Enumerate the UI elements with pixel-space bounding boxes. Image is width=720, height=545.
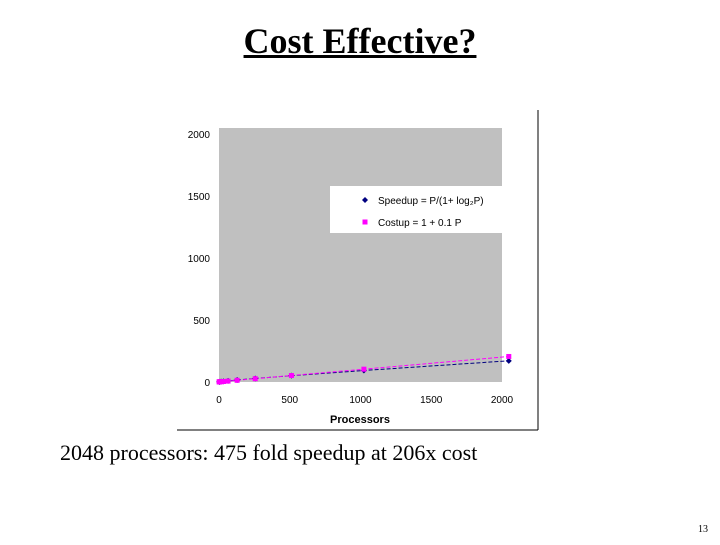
- slide-caption: 2048 processors: 475 fold speedup at 206…: [60, 440, 478, 465]
- y-tick-label: 1000: [188, 254, 211, 265]
- x-tick-label: 500: [281, 395, 298, 406]
- costup-point: [234, 377, 240, 383]
- slide-title: Cost Effective?: [0, 20, 720, 62]
- x-tick-label: 0: [216, 395, 222, 406]
- data-points: [216, 353, 512, 385]
- y-tick-label: 2000: [188, 130, 211, 141]
- slide-number: 13: [698, 524, 708, 535]
- costup-point: [361, 366, 367, 372]
- y-tick-label: 1500: [188, 192, 211, 203]
- legend-items: Speedup = P/(1+ log₂P) Costup = 1 + 0.1 P: [362, 196, 484, 229]
- plot-area: [219, 128, 502, 382]
- legend-marker-costup: [362, 219, 368, 225]
- ticks: 0 500 1000 1500 2000 0 500 1000 1500 2000: [188, 130, 514, 406]
- legend: Speedup = P/(1+ log₂P) Costup = 1 + 0.1 P: [330, 186, 502, 233]
- costup-point: [225, 378, 231, 384]
- legend-label: Speedup = P/(1+ log₂P): [378, 196, 484, 207]
- costup-point: [288, 373, 294, 379]
- y-tick-label: 500: [193, 316, 210, 327]
- speedup-point: [505, 357, 512, 364]
- y-tick-label: 0: [204, 378, 210, 389]
- legend-label: Costup = 1 + 0.1 P: [378, 218, 462, 229]
- slide-title-text: Cost Effective?: [243, 21, 477, 61]
- costup-point: [221, 378, 227, 384]
- legend-box: [330, 186, 502, 233]
- costup-point: [506, 353, 512, 359]
- legend-marker-speedup: [362, 197, 368, 203]
- x-tick-label: 1500: [420, 395, 443, 406]
- x-tick-label: 1000: [349, 395, 372, 406]
- costup-point: [252, 376, 258, 382]
- x-tick-label: 2000: [491, 395, 514, 406]
- x-axis-label: Processors: [330, 414, 390, 426]
